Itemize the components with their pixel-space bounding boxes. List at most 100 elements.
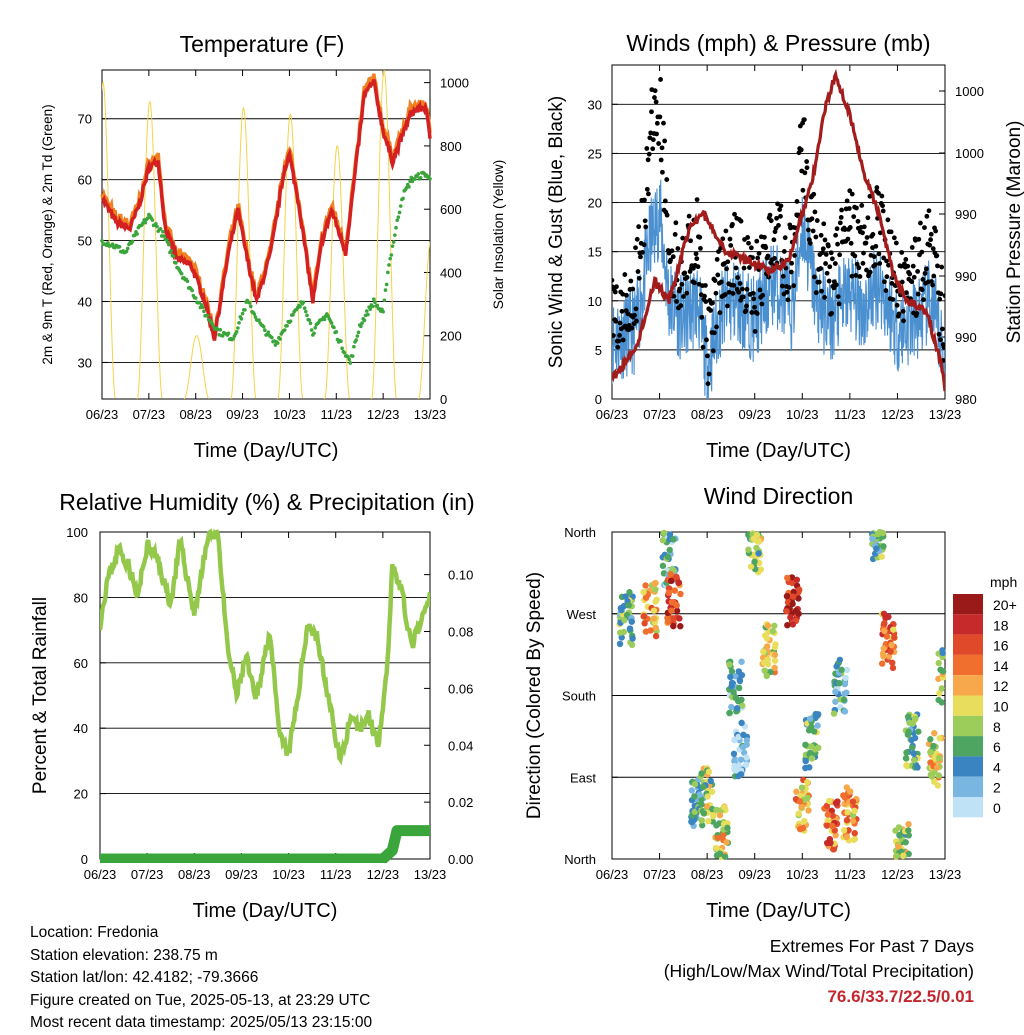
gust-point — [937, 337, 943, 343]
gust-point — [748, 245, 754, 251]
y-right-tick-label: 990 — [955, 330, 977, 345]
dewpoint-point — [282, 328, 287, 332]
gust-point — [890, 297, 896, 302]
direction-point — [824, 811, 832, 818]
direction-point — [783, 608, 790, 615]
x-axis-title: Time (Day/UTC) — [194, 440, 339, 462]
direction-point — [796, 798, 804, 805]
solar-day-curve — [230, 106, 257, 399]
gust-point — [835, 294, 841, 300]
direction-point — [789, 600, 796, 608]
direction-point — [806, 715, 814, 722]
gust-point — [939, 326, 945, 332]
gust-point — [754, 311, 760, 316]
direction-point — [812, 746, 819, 753]
dewpoint-point — [270, 335, 274, 340]
extremes-title: Extremes For Past 7 Days — [769, 936, 974, 956]
gust-point — [921, 297, 926, 303]
gust-point — [849, 191, 855, 197]
gust-point — [710, 300, 715, 306]
dewpoint-point — [371, 297, 376, 301]
gust-point — [657, 114, 663, 120]
direction-point — [771, 622, 778, 629]
dewpoint-point — [162, 234, 166, 238]
gust-point — [715, 272, 721, 278]
gust-point — [851, 214, 857, 219]
panel-title: Temperature (F) — [180, 31, 345, 57]
gust-point — [804, 165, 810, 171]
direction-point — [650, 615, 658, 622]
x-tick-label: 13/23 — [929, 407, 962, 422]
direction-point — [883, 633, 891, 640]
direction-point — [931, 730, 938, 737]
y-tick-label: West — [567, 607, 597, 622]
gust-point — [903, 257, 909, 262]
gust-point — [678, 303, 684, 309]
gust-point — [620, 337, 626, 343]
gust-point — [694, 256, 700, 262]
gust-point — [937, 296, 943, 302]
direction-point — [841, 708, 849, 715]
direction-point — [793, 788, 800, 795]
direction-point — [783, 592, 791, 600]
dewpoint-point — [388, 256, 392, 261]
gust-point — [617, 332, 622, 338]
gust-point — [848, 240, 854, 246]
gust-point — [750, 290, 756, 296]
gust-point — [702, 293, 707, 299]
y-right-tick-label: 0.10 — [448, 568, 473, 583]
dewpoint-point — [391, 240, 396, 244]
direction-point — [879, 650, 887, 657]
gust-point — [860, 260, 866, 266]
gust-point — [876, 251, 882, 257]
dewpoint-point — [373, 300, 377, 305]
direction-point — [738, 671, 746, 679]
direction-point — [851, 807, 858, 815]
dewpoint-point — [200, 305, 205, 310]
direction-point — [935, 772, 942, 779]
gust-point — [845, 236, 851, 242]
gust-point — [942, 293, 945, 299]
direction-point — [739, 743, 747, 751]
x-tick-label: 08/23 — [179, 407, 212, 422]
direction-point — [905, 827, 912, 834]
direction-point — [805, 807, 812, 814]
direction-point — [730, 688, 737, 696]
gust-point — [774, 215, 779, 221]
gust-point — [813, 234, 819, 240]
direction-point — [905, 832, 912, 839]
y-tick-label: 25 — [588, 146, 602, 161]
direction-point — [874, 530, 882, 538]
dewpoint-point — [266, 330, 271, 335]
dewpoint-point — [356, 330, 361, 335]
direction-point — [666, 546, 673, 554]
direction-point — [705, 818, 712, 825]
gust-point — [867, 193, 873, 199]
dewpoint-point — [416, 172, 421, 176]
gust-point — [834, 226, 840, 232]
gust-point — [789, 260, 795, 266]
direction-point — [691, 808, 698, 815]
station-info: Location: Fredonia Station elevation: 23… — [30, 922, 372, 1035]
dewpoint-point — [428, 176, 432, 181]
gust-point — [818, 232, 824, 238]
direction-point — [755, 537, 763, 545]
gust-point — [705, 353, 710, 359]
dewpoint-point — [389, 253, 394, 257]
dewpoint-point — [240, 311, 245, 316]
gust-point — [640, 249, 645, 255]
direction-point — [640, 588, 647, 596]
direction-point — [699, 822, 706, 829]
gust-point — [738, 218, 744, 224]
plot-border — [611, 64, 946, 400]
direction-point — [731, 762, 738, 770]
x-tick-label: 10/23 — [273, 407, 306, 422]
gust-point — [630, 286, 636, 292]
gust-point — [867, 269, 873, 275]
gust-point — [926, 208, 932, 214]
direction-point — [840, 792, 847, 799]
gust-point — [613, 318, 619, 324]
y-tick-label: 15 — [588, 245, 602, 260]
gust-point — [923, 266, 929, 272]
x-tick-label: 06/23 — [84, 867, 117, 882]
